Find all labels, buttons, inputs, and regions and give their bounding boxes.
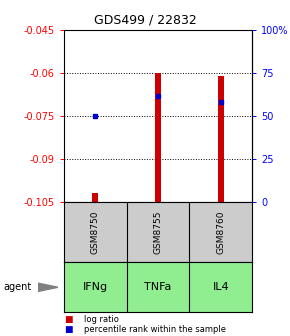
Bar [155,73,161,202]
Text: TNFa: TNFa [144,282,172,292]
Text: GSM8760: GSM8760 [216,210,225,254]
Polygon shape [38,283,58,292]
Bar [92,193,98,202]
Text: IL4: IL4 [213,282,229,292]
Text: log ratio: log ratio [84,316,119,324]
Text: IFNg: IFNg [83,282,108,292]
Text: percentile rank within the sample: percentile rank within the sample [84,326,226,334]
Text: GSM8750: GSM8750 [91,210,100,254]
Text: ■: ■ [64,326,72,334]
Text: agent: agent [3,282,31,292]
Bar [218,76,224,202]
Text: ■: ■ [64,316,72,324]
Text: GSM8755: GSM8755 [153,210,163,254]
Text: GDS499 / 22832: GDS499 / 22832 [94,13,196,27]
